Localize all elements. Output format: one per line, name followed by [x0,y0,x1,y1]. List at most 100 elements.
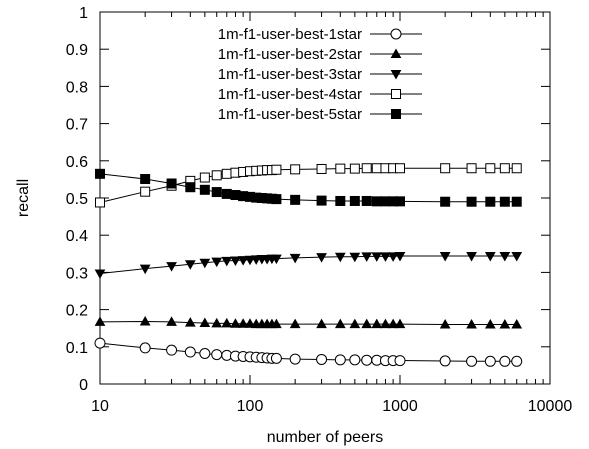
data-point [199,258,211,269]
data-point [94,337,106,349]
data-point [289,353,301,365]
series-layer [94,163,523,367]
data-point [184,346,196,358]
series-line-1 [99,342,517,362]
data-point [361,195,372,206]
data-point [334,354,346,366]
data-point [199,184,210,195]
data-point [361,252,373,262]
data-point [95,197,105,208]
data-point [371,163,382,174]
data-point [439,318,451,329]
data-point [484,318,496,329]
x-tick-label: 100 [237,398,264,415]
data-point [166,344,178,356]
data-point [349,163,360,174]
data-point [316,253,327,263]
data-point [94,269,106,280]
data-point [271,318,282,329]
y-tick-label: 0.5 [66,191,88,208]
data-point [361,163,372,174]
legend-label: 1m-f1-user-best-4star [218,86,362,103]
y-tick-label: 0.6 [66,154,88,171]
data-point [199,172,210,183]
data-point [290,164,301,175]
data-point [211,317,223,328]
data-point [230,256,241,267]
series-points-4 [95,163,522,208]
data-point [439,355,451,367]
data-point [139,264,151,275]
data-point [439,252,451,262]
data-point [166,262,177,272]
series-points-1 [94,337,523,367]
data-point [335,195,346,206]
data-point [184,317,196,327]
legend-label: 1m-f1-user-best-2star [218,46,362,63]
data-point [94,316,106,326]
data-point [499,355,511,367]
data-point [371,318,383,329]
data-point [230,318,241,328]
data-point [271,194,282,205]
data-point [199,347,211,359]
legend-marker [390,48,402,58]
y-tick-label: 0.7 [66,117,88,134]
y-tick-label: 1 [79,5,88,22]
data-point [139,315,151,326]
data-point [271,164,282,175]
data-point [335,163,346,174]
series-points-5 [95,168,522,207]
data-point [349,195,360,206]
data-point [140,186,151,197]
data-point [395,163,405,174]
y-tick-label: 0.8 [66,79,88,96]
data-point [440,196,451,207]
axis-tick-labels: 0 0.1 0.2 0.3 0.4 0.5 0.6 0.7 0.8 0.9 1 10 100 1000 10… [66,5,573,415]
data-point [466,163,477,174]
data-point [244,255,256,266]
data-point [371,252,383,262]
y-tick-label: 0.1 [66,340,88,357]
plot-lines [99,167,517,362]
y-axis-title: recall [15,179,32,217]
data-point [184,260,196,270]
data-point [211,257,223,268]
y-tick-label: 0.3 [66,265,88,282]
data-point [185,182,196,193]
data-point [221,256,233,267]
legend-label: 1m-f1-user-best-3star [218,66,362,83]
legend-marker [391,109,401,119]
data-point [316,318,327,329]
data-point [140,174,151,185]
data-point [499,196,510,207]
data-point [221,168,232,179]
legend-marker [390,28,402,40]
series-points-3 [94,252,523,280]
data-point [466,318,477,329]
data-point [394,252,406,262]
series-line-3 [99,255,517,275]
data-point [139,342,151,354]
data-point [380,252,391,262]
data-point [349,318,361,329]
data-point [361,354,373,366]
legend-label: 1m-f1-user-best-1star [218,26,362,43]
data-point [221,188,232,199]
x-tick-label: 1000 [382,398,418,415]
data-point [511,196,522,207]
data-point [211,170,222,181]
y-tick-label: 0.4 [66,228,88,245]
data-point [394,355,406,367]
data-point [244,318,256,328]
data-point [485,163,496,174]
data-point [221,317,233,328]
data-point [466,355,478,367]
data-point [166,316,177,326]
data-point [387,318,399,329]
data-point [211,349,223,361]
data-point [270,352,282,364]
data-point [211,187,222,198]
data-point [466,196,477,207]
legend-marker [390,70,402,80]
